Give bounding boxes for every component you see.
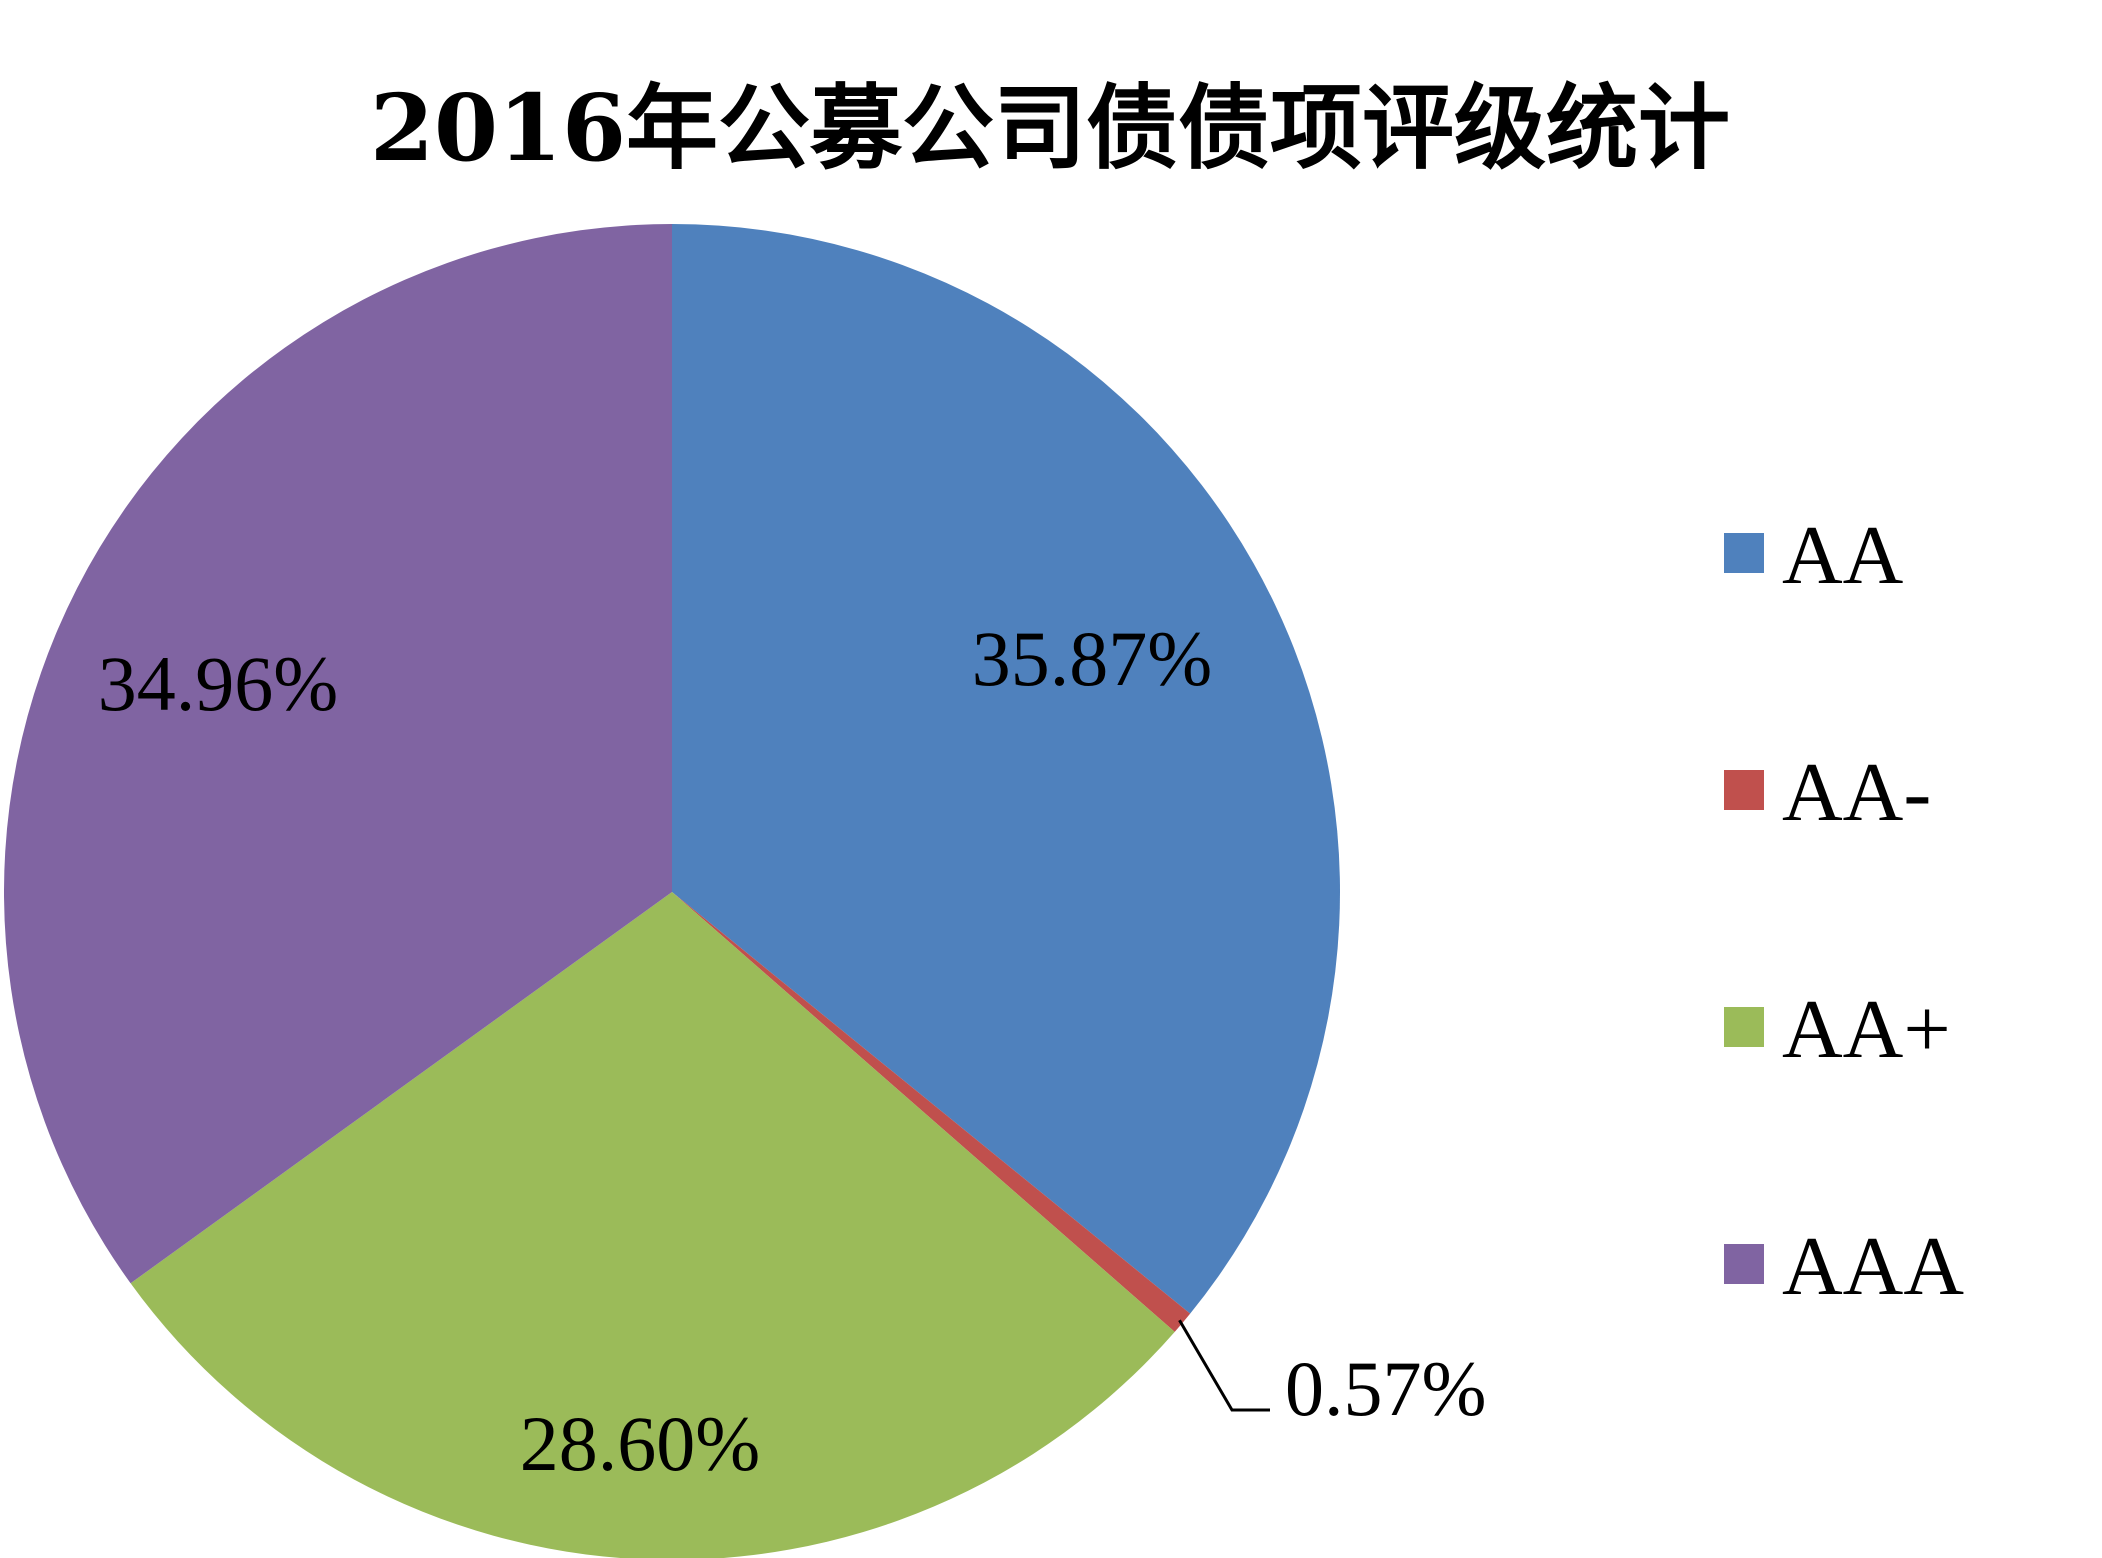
data-labels: 35.87% 0.57% 28.60% 34.96% — [98, 615, 1487, 1487]
chart-title: 2016年公募公司债债项评级统计 — [370, 74, 1730, 182]
leader-line-aa-minus — [1178, 1319, 1270, 1412]
legend-swatch-aa — [1724, 533, 1764, 573]
pie-slices — [3, 223, 1340, 1558]
legend-swatch-aaa — [1724, 1244, 1764, 1284]
legend-swatch-aa-minus — [1724, 770, 1764, 810]
data-label-aa-minus: 0.57% — [1285, 1345, 1486, 1432]
legend-item-aa-minus: AA- — [1724, 746, 1931, 839]
pie-slice-aaa — [3, 223, 673, 1284]
legend-item-aaa: AAA — [1724, 1220, 1964, 1313]
pie-slice-aa — [672, 224, 1340, 1314]
legend-label-aaa: AAA — [1782, 1220, 1964, 1313]
pie-slice-aa-plus — [130, 892, 1175, 1558]
data-label-aa-plus: 28.60% — [520, 1400, 760, 1487]
pie-slice-aa-minus — [672, 892, 1191, 1332]
legend-swatch-aa-plus — [1724, 1007, 1764, 1047]
legend: AA AA- AA+ AAA — [1724, 509, 1964, 1313]
legend-item-aa: AA — [1724, 509, 1904, 602]
legend-label-aa-plus: AA+ — [1782, 983, 1951, 1076]
legend-label-aa-minus: AA- — [1782, 746, 1931, 839]
data-label-aa: 35.87% — [972, 615, 1212, 702]
legend-label-aa: AA — [1782, 509, 1904, 602]
data-label-aaa: 34.96% — [98, 640, 338, 727]
legend-item-aa-plus: AA+ — [1724, 983, 1951, 1076]
